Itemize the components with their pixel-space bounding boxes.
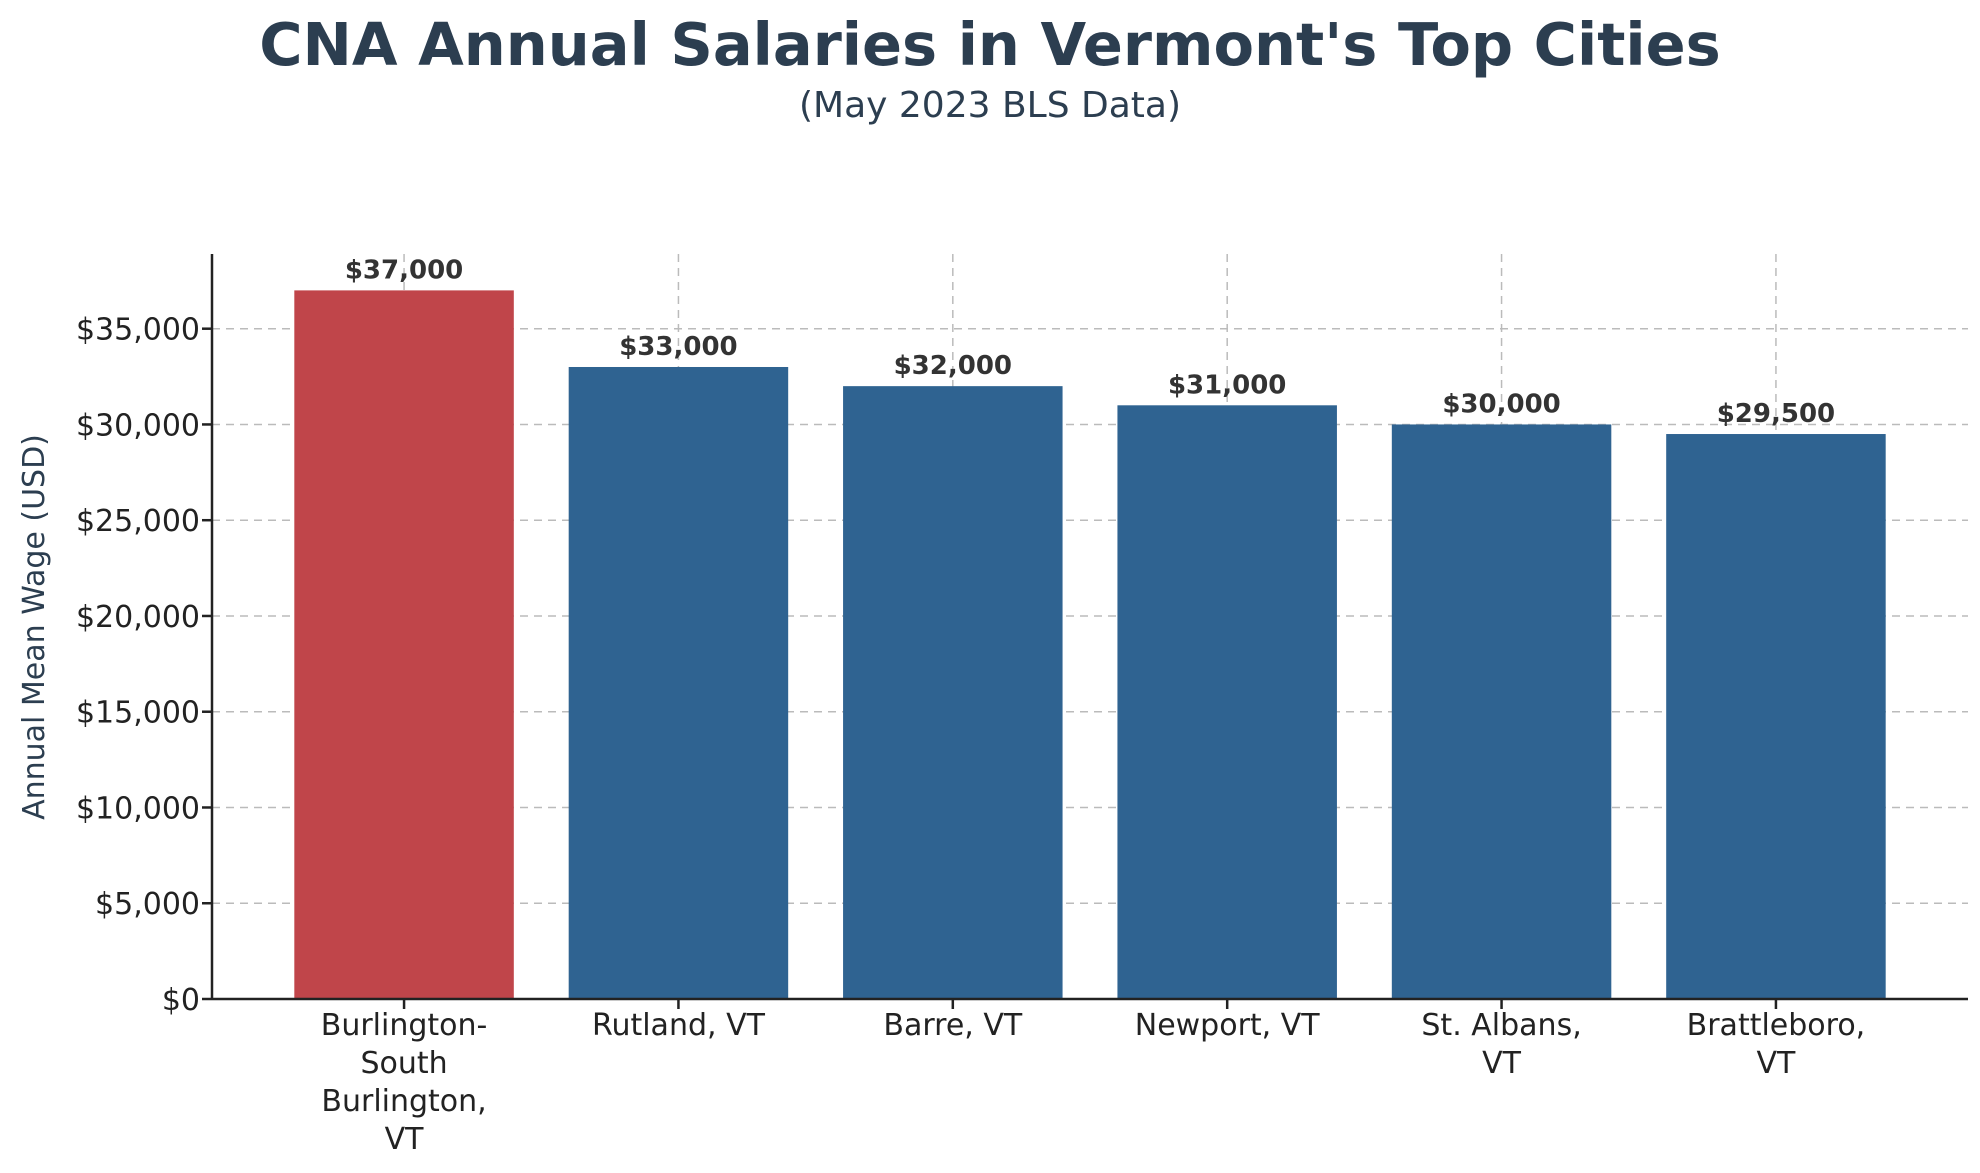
y-tick-label: $30,000	[76, 408, 200, 443]
x-tick-label: Brattleboro, VT	[1687, 1008, 1866, 1081]
data-label: $33,000	[619, 332, 737, 362]
x-tick-label: Newport, VT	[1135, 1008, 1321, 1043]
data-label-layer: $37,000 $33,000 $32,000 $31,000 $30,000 $29,5…	[345, 255, 1835, 429]
x-tick-label: Barre, VT	[883, 1008, 1022, 1043]
chart-title: CNA Annual Salaries in Vermont's Top Cit…	[259, 10, 1721, 79]
y-axis-label: Annual Mean Wage (USD)	[17, 434, 52, 820]
y-tick-label: $15,000	[76, 696, 200, 731]
x-tick-label: Rutland, VT	[592, 1008, 766, 1043]
chart-subtitle: (May 2023 BLS Data)	[799, 85, 1181, 126]
y-tick-label: $25,000	[76, 504, 200, 539]
bar	[294, 290, 514, 999]
y-tick-label: $10,000	[76, 791, 200, 826]
data-label: $31,000	[1168, 370, 1286, 400]
y-tick-label: $5,000	[95, 887, 200, 922]
data-label: $32,000	[894, 351, 1012, 381]
x-tick-label: Burlington-South Burlington, VT	[321, 1008, 488, 1157]
x-tick-label: St. Albans, VT	[1421, 1008, 1581, 1081]
y-tick-label: $35,000	[76, 313, 200, 348]
data-label: $37,000	[345, 255, 463, 285]
bar	[1117, 405, 1337, 999]
bar	[843, 386, 1063, 1000]
y-tick-layer: $0 $5,000 $10,000 $15,000 $20,000 $25,000 $30,…	[76, 313, 212, 1018]
bar	[568, 366, 789, 999]
data-label: $29,500	[1717, 399, 1835, 429]
bar	[1391, 424, 1612, 1000]
bar-layer	[294, 290, 1886, 1000]
bar	[1666, 434, 1886, 999]
y-tick-label: $0	[162, 983, 200, 1018]
y-tick-label: $20,000	[76, 600, 200, 635]
data-label: $30,000	[1442, 389, 1560, 419]
x-tick-layer: Burlington-South Burlington, VT Rutland, VT…	[321, 999, 1865, 1157]
